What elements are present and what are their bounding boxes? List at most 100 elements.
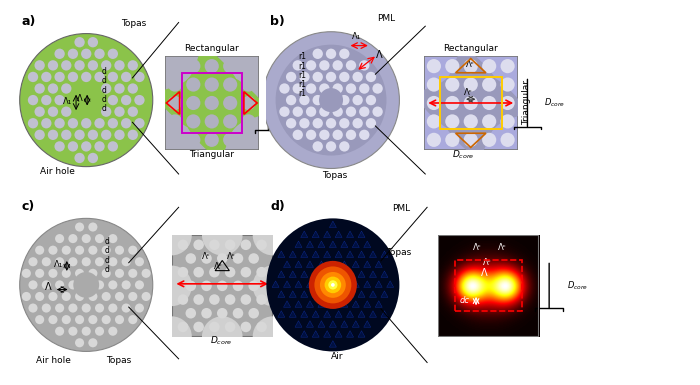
Circle shape xyxy=(232,308,244,318)
Circle shape xyxy=(22,292,31,301)
Polygon shape xyxy=(358,271,365,277)
Circle shape xyxy=(74,153,85,163)
Text: Topas: Topas xyxy=(106,355,132,365)
Text: r1: r1 xyxy=(298,52,306,62)
Circle shape xyxy=(88,60,98,70)
Polygon shape xyxy=(307,241,314,248)
Polygon shape xyxy=(346,251,354,258)
Polygon shape xyxy=(358,311,365,317)
Text: Λᶜ: Λᶜ xyxy=(498,243,507,252)
Circle shape xyxy=(319,88,343,112)
Text: d: d xyxy=(105,256,110,265)
Circle shape xyxy=(248,308,259,318)
Circle shape xyxy=(223,114,237,129)
Circle shape xyxy=(48,83,58,94)
Polygon shape xyxy=(364,241,371,248)
Circle shape xyxy=(482,59,496,73)
Circle shape xyxy=(34,107,45,117)
Circle shape xyxy=(114,107,125,117)
Circle shape xyxy=(463,77,478,92)
Circle shape xyxy=(186,253,196,264)
Polygon shape xyxy=(335,311,342,317)
Circle shape xyxy=(372,83,383,94)
Polygon shape xyxy=(358,291,365,297)
Polygon shape xyxy=(289,251,296,258)
Circle shape xyxy=(35,246,44,255)
Polygon shape xyxy=(278,251,285,258)
Circle shape xyxy=(299,72,309,82)
Polygon shape xyxy=(358,331,365,337)
Circle shape xyxy=(82,234,91,243)
Circle shape xyxy=(286,118,296,129)
Circle shape xyxy=(81,72,92,82)
Text: d: d xyxy=(105,246,110,256)
Circle shape xyxy=(312,118,323,129)
Polygon shape xyxy=(381,271,388,277)
Circle shape xyxy=(293,60,303,70)
Circle shape xyxy=(427,96,441,110)
Circle shape xyxy=(48,269,57,278)
Circle shape xyxy=(340,72,349,82)
Circle shape xyxy=(463,114,478,129)
Polygon shape xyxy=(330,241,337,248)
Text: Topas: Topas xyxy=(121,19,146,28)
Text: Λ: Λ xyxy=(481,268,488,278)
Circle shape xyxy=(62,315,71,324)
Circle shape xyxy=(346,60,356,70)
Circle shape xyxy=(114,60,125,70)
Polygon shape xyxy=(295,321,302,327)
Polygon shape xyxy=(370,311,377,317)
Circle shape xyxy=(223,59,237,73)
Circle shape xyxy=(75,246,84,255)
Text: d: d xyxy=(102,95,106,104)
Polygon shape xyxy=(358,251,365,258)
Circle shape xyxy=(28,118,38,129)
Circle shape xyxy=(122,280,131,290)
Polygon shape xyxy=(312,311,319,317)
Circle shape xyxy=(22,269,31,278)
Circle shape xyxy=(276,45,386,156)
Text: Rectangular: Rectangular xyxy=(443,44,498,53)
Circle shape xyxy=(168,59,182,73)
Circle shape xyxy=(340,95,349,105)
Circle shape xyxy=(248,253,259,264)
Circle shape xyxy=(204,77,219,92)
Circle shape xyxy=(134,118,145,129)
Circle shape xyxy=(372,107,383,117)
Polygon shape xyxy=(341,241,348,248)
Circle shape xyxy=(332,107,343,117)
Circle shape xyxy=(41,72,52,82)
Circle shape xyxy=(121,72,132,82)
Text: Λᶜ: Λᶜ xyxy=(202,253,211,261)
Circle shape xyxy=(122,303,131,313)
Polygon shape xyxy=(370,251,377,258)
Circle shape xyxy=(209,267,220,278)
Circle shape xyxy=(332,60,343,70)
Circle shape xyxy=(42,303,51,313)
Text: $D_{core}$: $D_{core}$ xyxy=(452,149,475,161)
Circle shape xyxy=(223,77,237,92)
Circle shape xyxy=(81,118,92,129)
Circle shape xyxy=(74,60,85,70)
Circle shape xyxy=(201,308,212,318)
Circle shape xyxy=(102,246,111,255)
Circle shape xyxy=(68,118,78,129)
Circle shape xyxy=(101,83,111,94)
Text: c): c) xyxy=(22,200,35,213)
Circle shape xyxy=(500,96,514,110)
Circle shape xyxy=(62,269,71,278)
Polygon shape xyxy=(272,281,279,287)
Circle shape xyxy=(108,303,118,313)
Circle shape xyxy=(463,133,478,147)
Circle shape xyxy=(88,292,97,301)
Polygon shape xyxy=(278,291,285,297)
Circle shape xyxy=(204,96,219,110)
Circle shape xyxy=(20,33,153,167)
Text: d: d xyxy=(105,237,110,246)
Polygon shape xyxy=(318,301,325,307)
Text: d: d xyxy=(102,104,106,113)
Circle shape xyxy=(134,72,145,82)
Polygon shape xyxy=(323,271,330,277)
Polygon shape xyxy=(323,331,330,337)
Circle shape xyxy=(134,95,145,105)
